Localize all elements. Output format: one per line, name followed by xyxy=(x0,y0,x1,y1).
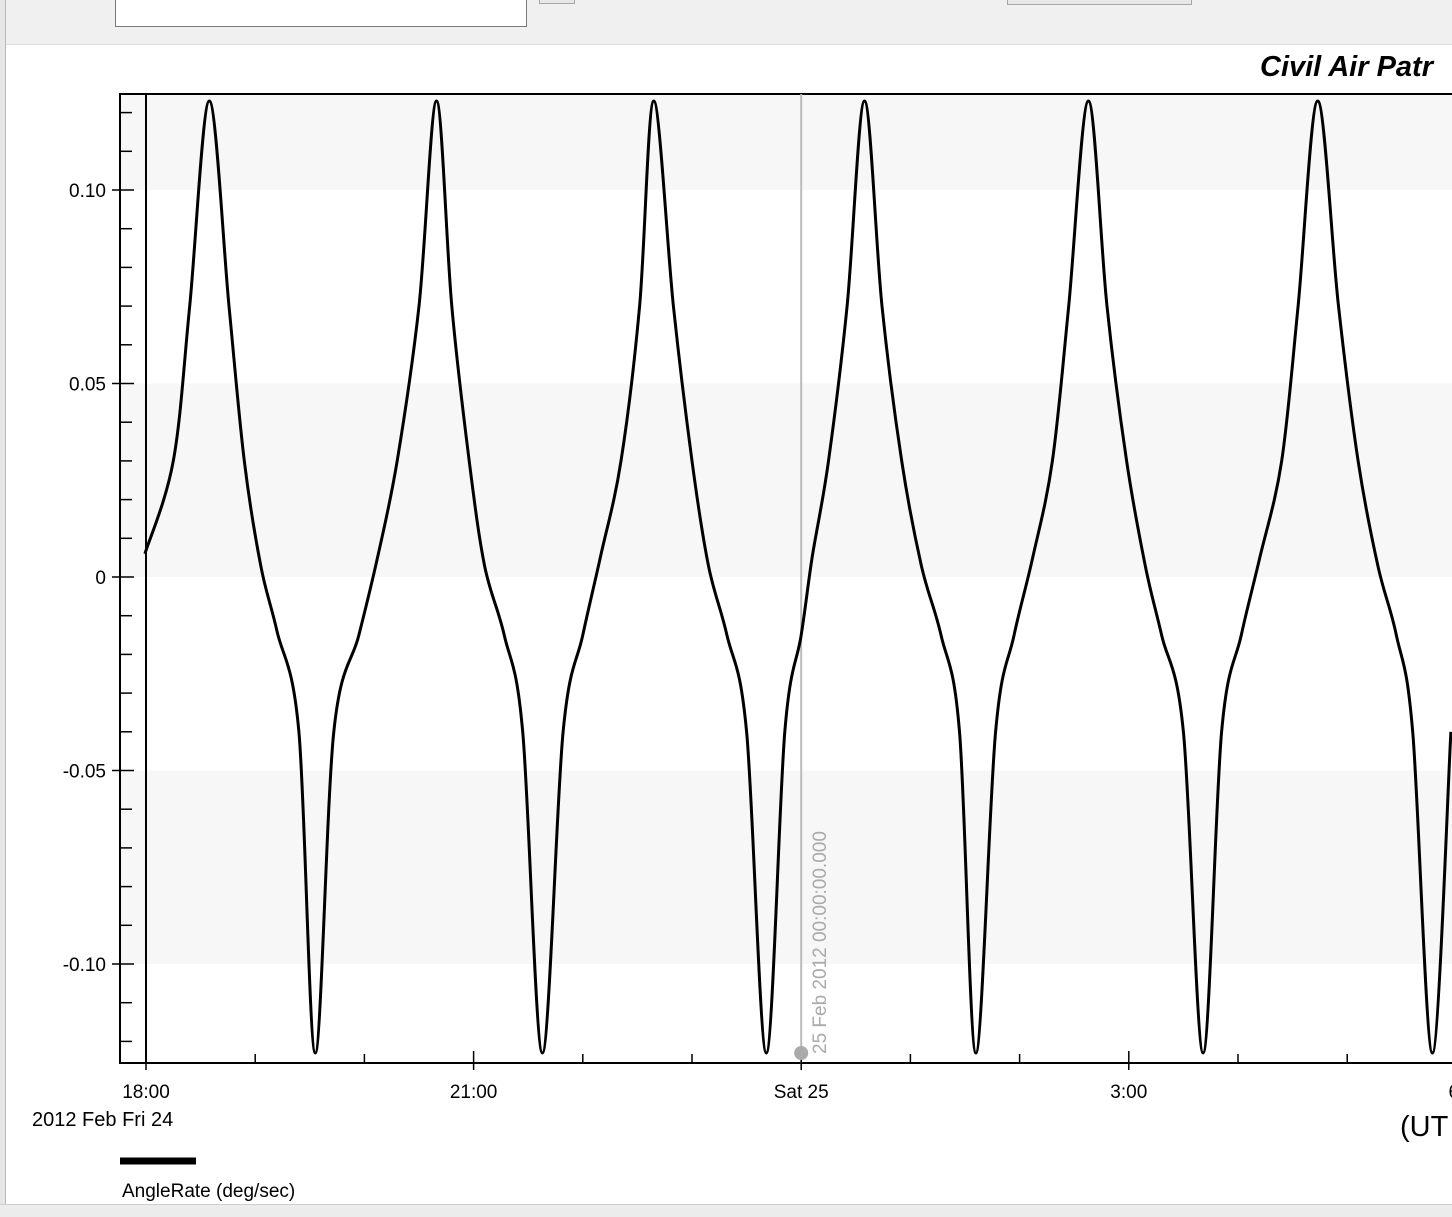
legend-label: AngleRate (deg/sec) xyxy=(122,1181,295,1202)
background-band xyxy=(120,771,1452,965)
time-cursor-label: 25 Feb 2012 00:00:00.000 xyxy=(810,831,831,1054)
y-tick-label: 0 xyxy=(95,568,106,589)
y-tick-label: 0.10 xyxy=(69,181,106,202)
y-tick-label: -0.10 xyxy=(63,955,106,976)
x-tick-label: 6: xyxy=(1448,1082,1452,1103)
x-axis-date-label: 2012 Feb Fri 24 xyxy=(32,1109,173,1131)
x-tick-label: 3:00 xyxy=(1110,1082,1147,1103)
x-axis-timezone-label: (UT xyxy=(1400,1111,1449,1143)
x-tick-label: 18:00 xyxy=(122,1082,170,1103)
chart-title: Civil Air Patr xyxy=(1260,51,1435,83)
background-band xyxy=(120,94,1452,190)
x-tick-label: 21:00 xyxy=(450,1082,498,1103)
status-strip xyxy=(0,1204,1452,1217)
y-tick-label: -0.05 xyxy=(63,762,106,783)
x-tick-label: Sat 25 xyxy=(774,1082,829,1103)
alternating-bands xyxy=(120,94,1452,964)
y-tick-label: 0.05 xyxy=(69,375,106,396)
time-cursor-handle[interactable] xyxy=(794,1046,808,1060)
background-band xyxy=(120,384,1452,578)
